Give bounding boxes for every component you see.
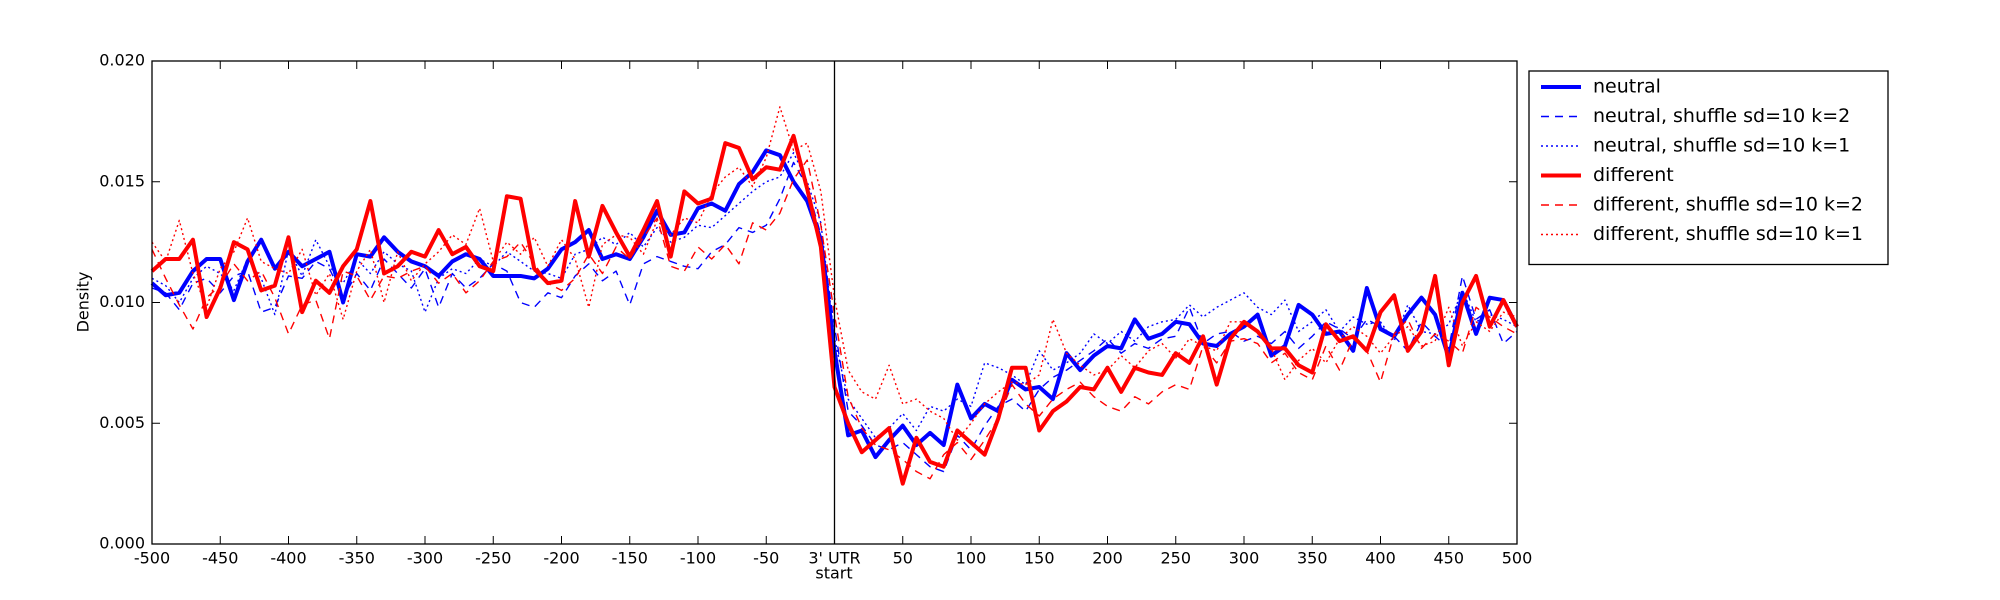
legend-label: different [1593, 164, 1674, 186]
y-tick-label: 0.015 [99, 171, 145, 190]
legend-box [1528, 70, 1889, 266]
x-tick-label: -350 [339, 549, 375, 568]
series-line [151, 159, 1518, 480]
x-tick-label: -100 [680, 549, 716, 568]
x-tick-label: 300 [1229, 549, 1260, 568]
x-tick-label: 400 [1365, 549, 1396, 568]
y-tick-label: 0.020 [99, 51, 145, 70]
x-tick-label: 150 [1024, 549, 1055, 568]
x-tick-label: 350 [1297, 549, 1328, 568]
x-tick-label: -400 [270, 549, 306, 568]
legend-label: neutral [1593, 76, 1661, 98]
x-tick-label: -450 [202, 549, 238, 568]
x-axis-label: start [815, 564, 852, 583]
y-tick-label: 0.005 [99, 413, 145, 432]
x-tick-label: -500 [134, 549, 170, 568]
x-tick-label: -200 [543, 549, 579, 568]
x-tick-label: 250 [1160, 549, 1191, 568]
x-tick-label: -50 [753, 549, 779, 568]
legend-label: neutral, shuffle sd=10 k=2 [1593, 105, 1850, 127]
x-tick-label: 3' UTR [808, 549, 860, 568]
x-tick-label: 450 [1433, 549, 1464, 568]
y-axis-label: Density [74, 272, 93, 333]
legend-label: neutral, shuffle sd=10 k=1 [1593, 135, 1850, 157]
x-tick-label: -150 [612, 549, 648, 568]
y-tick-label: 0.010 [99, 292, 145, 311]
legend-label: different, shuffle sd=10 k=2 [1593, 194, 1863, 216]
x-tick-label: 100 [956, 549, 987, 568]
y-tick-label: 0.000 [99, 534, 145, 553]
legend-label: different, shuffle sd=10 k=1 [1593, 223, 1863, 245]
x-tick-label: 200 [1092, 549, 1123, 568]
x-tick-label: 500 [1502, 549, 1533, 568]
x-tick-label: -300 [407, 549, 443, 568]
x-tick-label: -250 [475, 549, 511, 568]
x-tick-label: 50 [893, 549, 913, 568]
